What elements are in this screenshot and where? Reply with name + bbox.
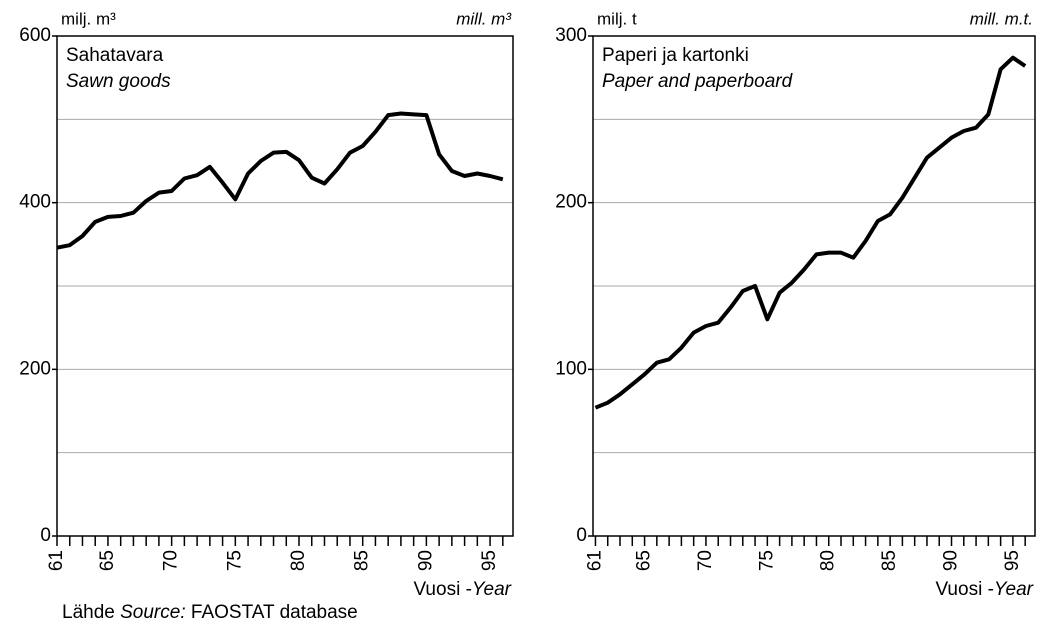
x-axis-label-en: Year (472, 579, 512, 600)
x-tick-label: 80 (288, 550, 309, 571)
x-tick-label: 90 (941, 550, 962, 571)
unit-fi: milj. t (597, 9, 637, 28)
chart-title: Sahatavara (66, 45, 164, 66)
data-line (56, 111, 504, 250)
y-tick-label: 100 (555, 358, 587, 379)
y-tick-label: 600 (19, 25, 51, 46)
y-tick-label: 0 (40, 525, 51, 546)
x-tick-label: 70 (695, 550, 716, 571)
x-tick-label: 95 (479, 550, 500, 571)
x-tick-label: 85 (879, 550, 900, 571)
x-axis-label: Vuosi -Year (413, 579, 511, 600)
x-tick-label: 95 (1002, 550, 1023, 571)
x-axis-label: Vuosi -Year (935, 579, 1033, 600)
x-axis-label-en: Year (994, 579, 1034, 600)
chart-subtitle: Sawn goods (66, 71, 171, 92)
unit-en: mill. m³ (456, 9, 512, 28)
x-tick-label: 90 (415, 550, 436, 571)
data-line (594, 55, 1027, 410)
source-text: FAOSTAT database (191, 602, 358, 623)
y-tick-label: 400 (19, 192, 51, 213)
x-tick-label: 61 (46, 550, 67, 571)
x-tick-label: 75 (756, 550, 777, 571)
chart-title: Paperi ja kartonki (602, 45, 749, 66)
x-axis-label-fi: Vuosi - (413, 579, 471, 600)
y-tick-label: 200 (555, 192, 587, 213)
source-label: Lähde (62, 602, 115, 623)
plot-frame (56, 35, 514, 537)
y-tick-label: 0 (576, 525, 587, 546)
unit-fi: milj. m³ (61, 9, 116, 28)
source: Lähde Source: FAOSTAT database (62, 602, 358, 623)
x-tick-label: 75 (224, 550, 245, 571)
x-tick-label: 65 (634, 550, 655, 571)
x-tick-label: 61 (584, 550, 605, 571)
x-tick-label: 80 (818, 550, 839, 571)
x-tick-label: 70 (161, 550, 182, 571)
chart-subtitle: Paper and paperboard (602, 71, 794, 92)
x-tick-label: 65 (97, 550, 118, 571)
source-label-en: Source: (120, 602, 185, 623)
x-tick-label: 85 (352, 550, 373, 571)
plot-frame (592, 35, 1036, 537)
unit-en: mill. m.t. (970, 9, 1033, 28)
y-tick-label: 200 (19, 358, 51, 379)
x-axis-label-fi: Vuosi - (935, 579, 993, 600)
y-tick-label: 300 (555, 25, 587, 46)
